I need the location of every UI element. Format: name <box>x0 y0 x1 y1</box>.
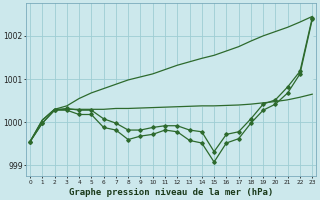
X-axis label: Graphe pression niveau de la mer (hPa): Graphe pression niveau de la mer (hPa) <box>69 188 273 197</box>
